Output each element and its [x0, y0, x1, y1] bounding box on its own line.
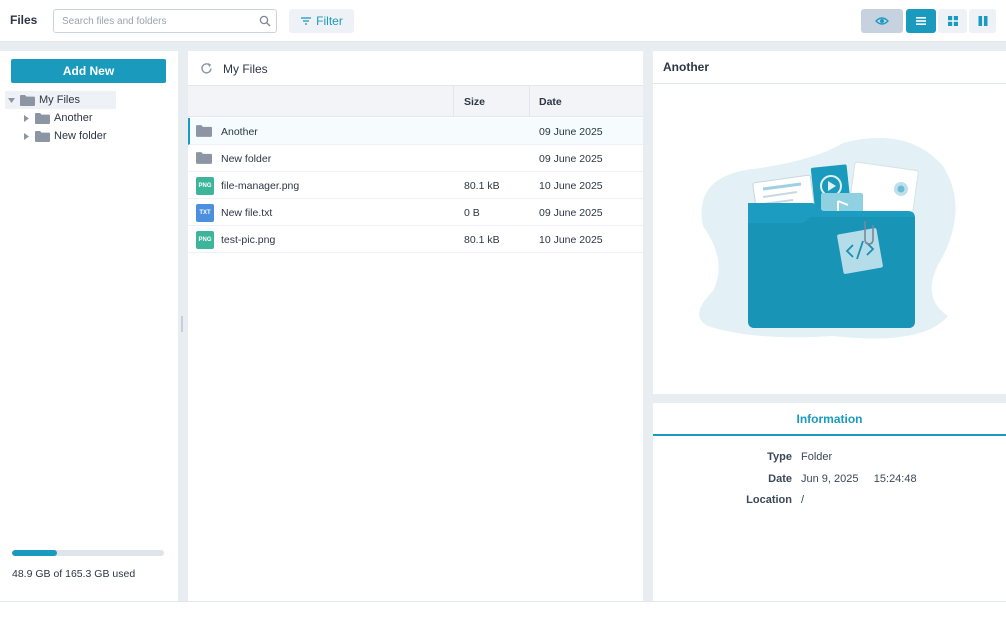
- information-panel: Information Type Folder Date Jun 9, 2025…: [653, 403, 1006, 601]
- search-input[interactable]: [54, 10, 254, 32]
- tree-item-label: My Files: [39, 94, 80, 106]
- filter-label: Filter: [316, 14, 343, 28]
- caret-right-icon[interactable]: [20, 114, 32, 122]
- sidebar: Add New My Files Another New folder 48.9…: [0, 51, 178, 601]
- folder-icon: [20, 94, 35, 106]
- file-date: 10 June 2025: [539, 234, 603, 246]
- caret-right-icon[interactable]: [20, 132, 32, 140]
- grid-view-button[interactable]: [938, 9, 967, 33]
- table-row[interactable]: New folder 09 June 2025: [188, 145, 643, 172]
- filter-button[interactable]: Filter: [289, 9, 354, 33]
- divider: [653, 83, 1006, 84]
- search-icon[interactable]: [259, 15, 271, 27]
- column-header-date[interactable]: Date: [539, 96, 562, 108]
- tree-item-label: New folder: [54, 130, 107, 142]
- add-new-button[interactable]: Add New: [11, 59, 166, 83]
- toggle-preview-button[interactable]: [861, 9, 903, 33]
- grid-icon: [947, 16, 958, 26]
- tree-item-label: Another: [54, 112, 93, 124]
- folder-icon: [35, 112, 50, 124]
- preview-title: Another: [663, 60, 709, 74]
- footer-bar: [0, 601, 1006, 634]
- table-row[interactable]: Another 09 June 2025: [188, 118, 643, 145]
- info-location-key: Location: [746, 494, 792, 506]
- file-date: 09 June 2025: [539, 126, 603, 138]
- column-header-size[interactable]: Size: [454, 86, 530, 117]
- search-box[interactable]: [53, 9, 277, 33]
- file-size: 80.1 kB: [464, 180, 500, 192]
- file-name: New file.txt: [221, 207, 273, 219]
- preview-panel: Another: [653, 51, 1006, 394]
- column-header-name[interactable]: [188, 86, 454, 117]
- folder-icon: [196, 125, 212, 137]
- file-date: 10 June 2025: [539, 180, 603, 192]
- folder-illustration: [699, 137, 956, 339]
- table-header: Size Date: [188, 86, 643, 117]
- info-date-value: Jun 9, 2025 15:24:48: [801, 473, 917, 485]
- top-toolbar: Files Filter: [0, 0, 1006, 42]
- file-name: file-manager.png: [221, 180, 300, 192]
- txt-file-icon: TXT: [196, 204, 214, 222]
- tree-item-another[interactable]: Another: [20, 109, 93, 127]
- columns-icon: [978, 16, 987, 26]
- tree-item-new-folder[interactable]: New folder: [20, 127, 107, 145]
- png-file-icon: PNG: [196, 177, 214, 195]
- table-row[interactable]: PNG file-manager.png 80.1 kB 10 June 202…: [188, 172, 643, 199]
- filter-icon: [301, 17, 312, 25]
- file-name: Another: [221, 126, 258, 138]
- storage-progress-fill: [12, 550, 57, 556]
- sidebar-resize-handle[interactable]: [181, 316, 183, 332]
- list-view-button[interactable]: [906, 9, 936, 33]
- file-list-header: My Files: [188, 51, 643, 86]
- info-type-key: Type: [767, 451, 792, 463]
- tab-information[interactable]: Information: [653, 403, 1006, 436]
- info-date-key: Date: [768, 473, 792, 485]
- file-name: test-pic.png: [221, 234, 276, 246]
- split-view-button[interactable]: [969, 9, 996, 33]
- info-location-value: /: [801, 494, 805, 506]
- file-name: New folder: [221, 153, 272, 165]
- folder-icon: [196, 152, 212, 164]
- eye-icon: [875, 17, 889, 25]
- folder-icon: [35, 130, 50, 142]
- table-row[interactable]: PNG test-pic.png 80.1 kB 10 June 2025: [188, 226, 643, 253]
- refresh-icon[interactable]: [200, 62, 213, 75]
- file-date: 09 June 2025: [539, 153, 603, 165]
- info-type-value: Folder: [801, 451, 833, 463]
- tree-item-my-files[interactable]: My Files: [5, 91, 116, 109]
- file-size: 80.1 kB: [464, 234, 500, 246]
- file-date: 09 June 2025: [539, 207, 603, 219]
- table-row[interactable]: TXT New file.txt 0 B 09 June 2025: [188, 199, 643, 226]
- app-title: Files: [10, 13, 38, 27]
- storage-usage-text: 48.9 GB of 165.3 GB used: [12, 568, 136, 580]
- breadcrumb[interactable]: My Files: [223, 62, 268, 76]
- list-icon: [916, 17, 926, 25]
- png-file-icon: PNG: [196, 231, 214, 249]
- file-size: 0 B: [464, 207, 480, 219]
- storage-progress-bar: [12, 550, 164, 556]
- caret-down-icon[interactable]: [5, 97, 17, 103]
- file-list-panel: My Files Size Date Another 09 June 2025 …: [188, 51, 643, 601]
